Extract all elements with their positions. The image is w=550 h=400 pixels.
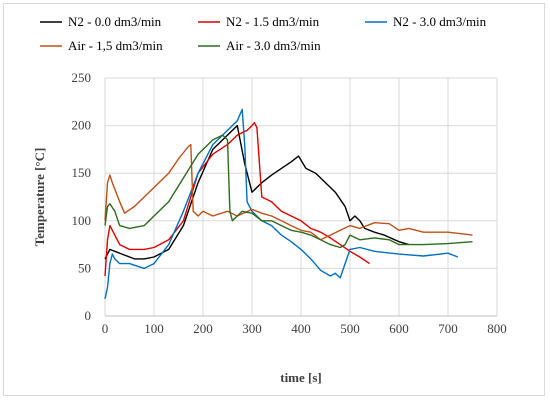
legend-item: N2 - 1.5 dm3/min (198, 14, 320, 29)
x-tick-label: 600 (389, 321, 409, 336)
y-tick-label: 100 (72, 213, 92, 228)
legend-item: Air - 1,5 dm3/min (40, 38, 163, 53)
legend-item: Air - 3.0 dm3/min (198, 38, 321, 53)
x-tick-label: 0 (102, 321, 109, 336)
legend: N2 - 0.0 dm3/min N2 - 1.5 dm3/min N2 - 3.0… (40, 14, 487, 53)
grid-layer (104, 77, 498, 317)
series-line-3 (104, 108, 459, 300)
legend-item: N2 - 3.0 dm3/min (365, 14, 487, 29)
legend-item: N2 - 0.0 dm3/min (40, 14, 162, 29)
tick-layer: 0 100 200 300 400 500 600 700 800 0 50 100 150 200 250 (72, 70, 507, 336)
legend-label: N2 - 0.0 dm3/min (68, 14, 162, 29)
series-line-5 (104, 134, 473, 249)
x-tick-label: 700 (438, 321, 458, 336)
x-tick-label: 500 (340, 321, 360, 336)
x-tick-label: 300 (242, 321, 262, 336)
y-tick-label: 50 (78, 260, 91, 275)
series-line-4 (104, 143, 473, 241)
y-tick-label: 250 (72, 70, 92, 85)
x-tick-label: 400 (291, 321, 311, 336)
legend-label: Air - 3.0 dm3/min (226, 38, 321, 53)
y-tick-label: 0 (85, 308, 92, 323)
series-layer (104, 108, 473, 300)
series-line-1 (104, 124, 409, 260)
legend-label: Air - 1,5 dm3/min (68, 38, 163, 53)
x-tick-label: 100 (144, 321, 164, 336)
series-line-2 (104, 121, 370, 277)
x-tick-label: 800 (487, 321, 507, 336)
y-axis-title: Temperature [°C] (32, 148, 47, 247)
chart-frame (3, 3, 545, 396)
legend-label: N2 - 3.0 dm3/min (393, 14, 487, 29)
x-tick-label: 200 (193, 321, 213, 336)
legend-label: N2 - 1.5 dm3/min (226, 14, 320, 29)
y-tick-label: 200 (72, 118, 92, 133)
x-axis-title: time [s] (280, 370, 322, 385)
y-tick-label: 150 (72, 165, 92, 180)
